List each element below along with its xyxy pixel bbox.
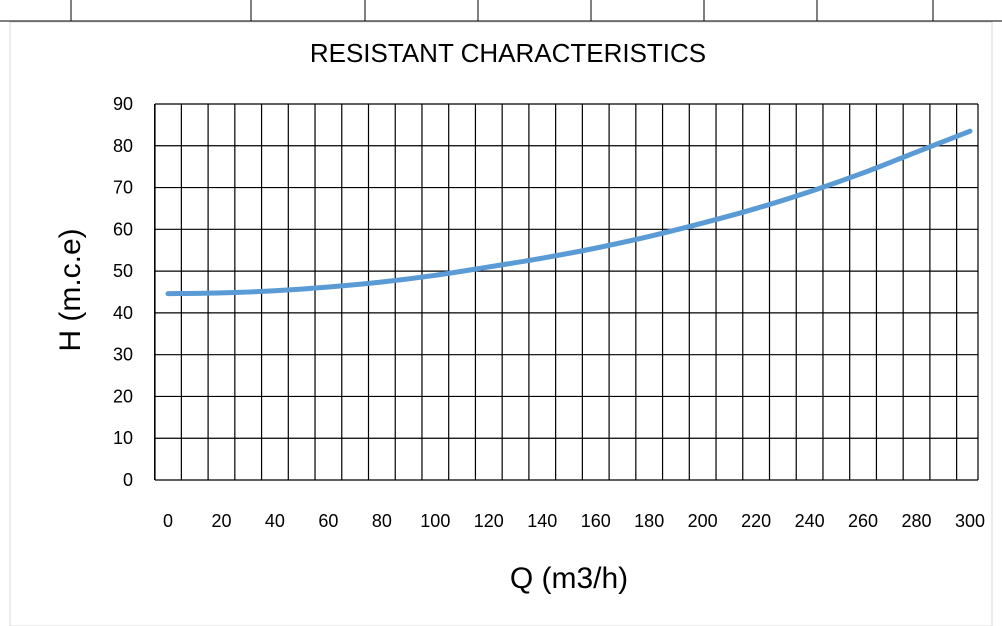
x-tick-label: 80 [372,511,392,531]
x-tick-label: 280 [902,511,932,531]
y-axis-title: H (m.c.e) [54,228,87,351]
y-tick-label: 20 [113,386,133,406]
y-tick-label: 10 [113,428,133,448]
y-tick-label: 0 [123,470,133,490]
x-tick-label: 240 [795,511,825,531]
x-axis-title: Q (m3/h) [510,562,628,595]
y-tick-label: 80 [113,136,133,156]
y-tick-label: 30 [113,345,133,365]
y-tick-label: 70 [113,178,133,198]
y-tick-label: 90 [113,94,133,114]
y-tick-label: 40 [113,303,133,323]
x-tick-label: 40 [265,511,285,531]
x-tick-label: 100 [420,511,450,531]
y-tick-labels: 0 10 20 30 40 50 60 70 80 90 [113,94,133,490]
x-tick-labels: 0 20 40 60 80 100 120 140 160 180 200 220 240 260 280 3… [163,511,985,531]
x-tick-label: 60 [318,511,338,531]
x-tick-label: 300 [955,511,985,531]
x-tick-label: 160 [581,511,611,531]
series-line [165,128,973,297]
table-fragment [0,0,1002,22]
x-tick-label: 180 [634,511,664,531]
x-tick-label: 260 [848,511,878,531]
series-layer [165,128,973,297]
y-tick-label: 50 [113,261,133,281]
x-tick-label: 200 [688,511,718,531]
x-tick-label: 140 [527,511,557,531]
chart-area-border [9,21,993,626]
x-tick-label: 20 [211,511,231,531]
x-tick-label: 120 [474,511,504,531]
y-tick-label: 60 [113,219,133,239]
chart-title: RESISTANT CHARACTERISTICS [310,38,706,68]
x-tick-label: 220 [741,511,771,531]
x-tick-label: 0 [163,511,173,531]
